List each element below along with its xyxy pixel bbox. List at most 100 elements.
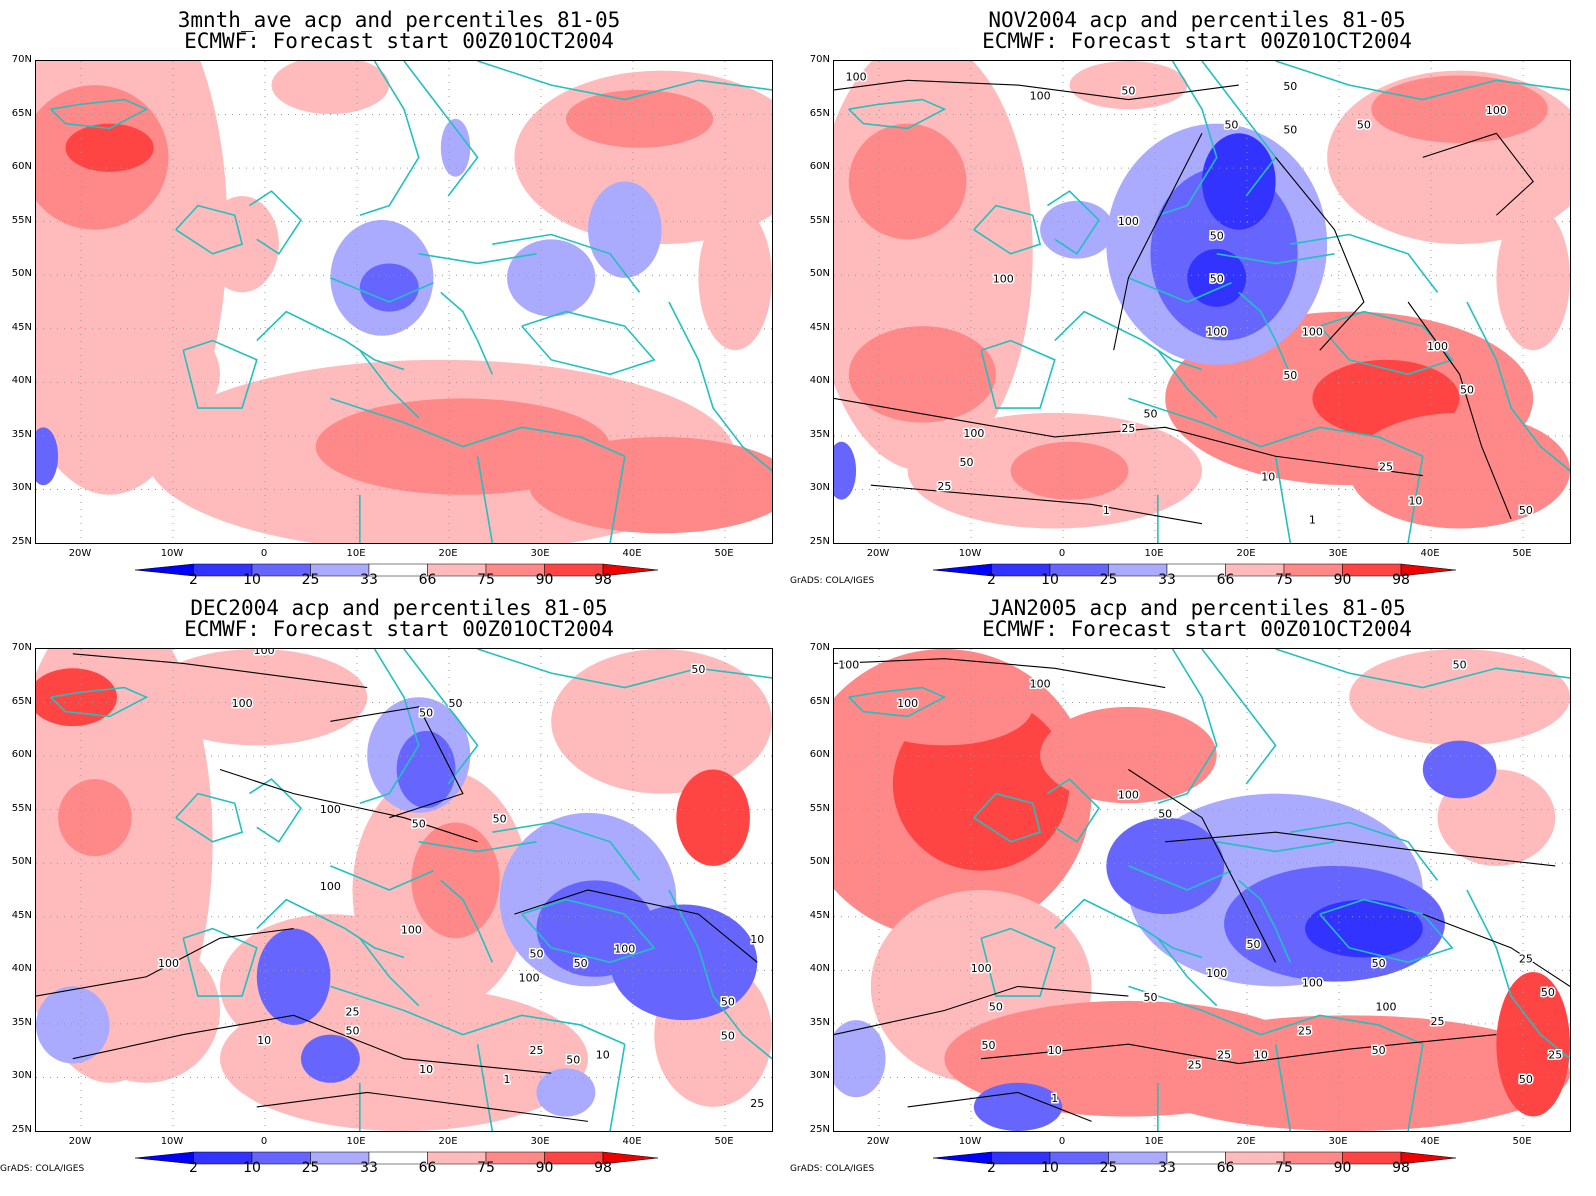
contour-label: 50 [1453,658,1467,671]
colorbar-label: 10 [243,572,261,588]
contour-label: 100 [254,649,275,657]
colorbar-label: 75 [1275,1160,1293,1176]
coastline [418,253,537,265]
coastline [477,649,772,689]
grads-credit: GrADS: COLA/IGES [0,1164,85,1174]
latitude-label: 45N [809,321,830,333]
longitude-label: 0 [1058,1136,1066,1147]
longitude-label: 10E [346,548,366,559]
contour-label: 10 [1408,494,1422,507]
contour-label: 50 [412,817,426,830]
coastline [1290,821,1439,881]
percentile-shading [36,668,117,727]
grads-credit: GrADS: COLA/IGES [790,576,875,586]
panel-title-line2: ECMWF: Forecast start 00Z01OCT2004 [982,29,1412,53]
map-svg: 100 100 50 50 50 50 100 50 100 50 100 50 100 100 50 100… [834,61,1570,543]
coastline [1274,456,1292,543]
colorbar-label: 25 [1099,572,1118,588]
percentile-shading [36,427,59,486]
colorbar-label: 98 [594,1160,612,1176]
longitude-label: 50E [1512,1136,1532,1147]
contour-label: 100 [838,658,859,671]
contour-label: 1 [504,1073,511,1086]
map-svg: 100 100 50 50 50 100 50 100 50 100 100 10 50 50 25 100 5… [36,649,772,1131]
contour-line [330,706,464,819]
coastline [418,841,537,853]
coastline [521,310,656,376]
coastline [330,277,434,303]
latitude-label: 40N [809,963,830,975]
contour-label: 100 [1206,326,1227,339]
latitude-label: 40N [11,963,32,975]
colorbar-label: 10 [1041,1160,1059,1176]
contour-label: 10 [1254,1049,1268,1062]
map-panel-jan2005: JAN2005 acp and percentiles 81-05 ECMWF:… [790,588,1596,1186]
panel-title-line1: JAN2005 acp and percentiles 81-05 [988,596,1406,620]
contour-label: 25 [345,1005,359,1018]
colorbar-label: 25 [1099,1160,1118,1176]
longitude-label: 30E [1328,548,1348,559]
contour-line [1113,133,1203,351]
colorbar-label: 75 [477,572,495,588]
percentile-shading [1010,441,1129,500]
longitude-label: 40E [1420,1136,1440,1147]
coastline [668,889,772,1060]
colorbar-swatches [932,563,1457,577]
coastline [1047,778,1100,843]
percentile-shading [1040,200,1114,259]
contour-label: 100 [963,427,984,440]
coastline [1275,649,1570,689]
coastline [50,98,149,130]
contour-label: 50 [345,1025,359,1038]
contour-line [1422,913,1570,987]
latitude-label: 40N [11,375,32,387]
latitude-label: 25N [809,1124,830,1135]
coastline [403,649,479,785]
contour-label: 50 [1519,1073,1533,1086]
latitude-label: 60N [11,161,32,173]
latitude-label: 35N [11,428,32,440]
percentile-shading [1128,1015,1570,1131]
percentile-shading [698,205,772,351]
coastline [848,98,947,130]
coastline [1054,898,1203,959]
colorbar-arrow-right [602,1151,659,1165]
contour-label: 25 [1188,1058,1202,1071]
coastline [1275,61,1570,101]
contour-label: 100 [993,273,1014,286]
latitude-label: 50N [809,856,830,868]
contour-label: 100 [320,803,341,816]
percentile-shading [411,822,500,939]
percentile-shading [359,263,419,312]
longitude-label: 40E [622,1136,642,1147]
latitude-label: 25N [11,1124,32,1135]
latitude-label: 70N [11,642,32,653]
percentile-shading [1069,61,1188,110]
latitude-label: 65N [11,695,32,707]
percentile-shading [1349,649,1570,746]
coastline [1128,985,1424,1045]
latitude-label: 35N [11,1016,32,1028]
longitude-label: 20E [1236,548,1256,559]
longitude-label: 0 [1058,548,1066,559]
percentile-shading [1187,248,1247,307]
map-svg: 100 100 50 100 50 100 50 50 25 100 100 50 100 50 100 25… [834,649,1570,1131]
contour-line [1407,301,1512,520]
percentile-shading [65,123,154,172]
percentile-shading [72,316,220,433]
colorbar-label: 75 [477,1160,495,1176]
coastline [609,1044,626,1131]
contour-label: 100 [614,943,635,956]
latitude-label: 25N [809,536,830,547]
contour-label: 25 [1548,1049,1562,1062]
coastline [1128,277,1232,303]
map-area: 100 100 50 50 50 100 50 100 50 100 100 10 50 50 25 100 5… [35,648,773,1132]
coastline [1238,879,1292,963]
longitude-label: 20E [438,1136,458,1147]
contour-label: 100 [1030,90,1051,103]
coastline [256,310,405,371]
latitude-label: 60N [809,161,830,173]
colorbar-label: 25 [301,1160,320,1176]
contour-label: 25 [529,1044,543,1057]
coastline [249,778,302,843]
